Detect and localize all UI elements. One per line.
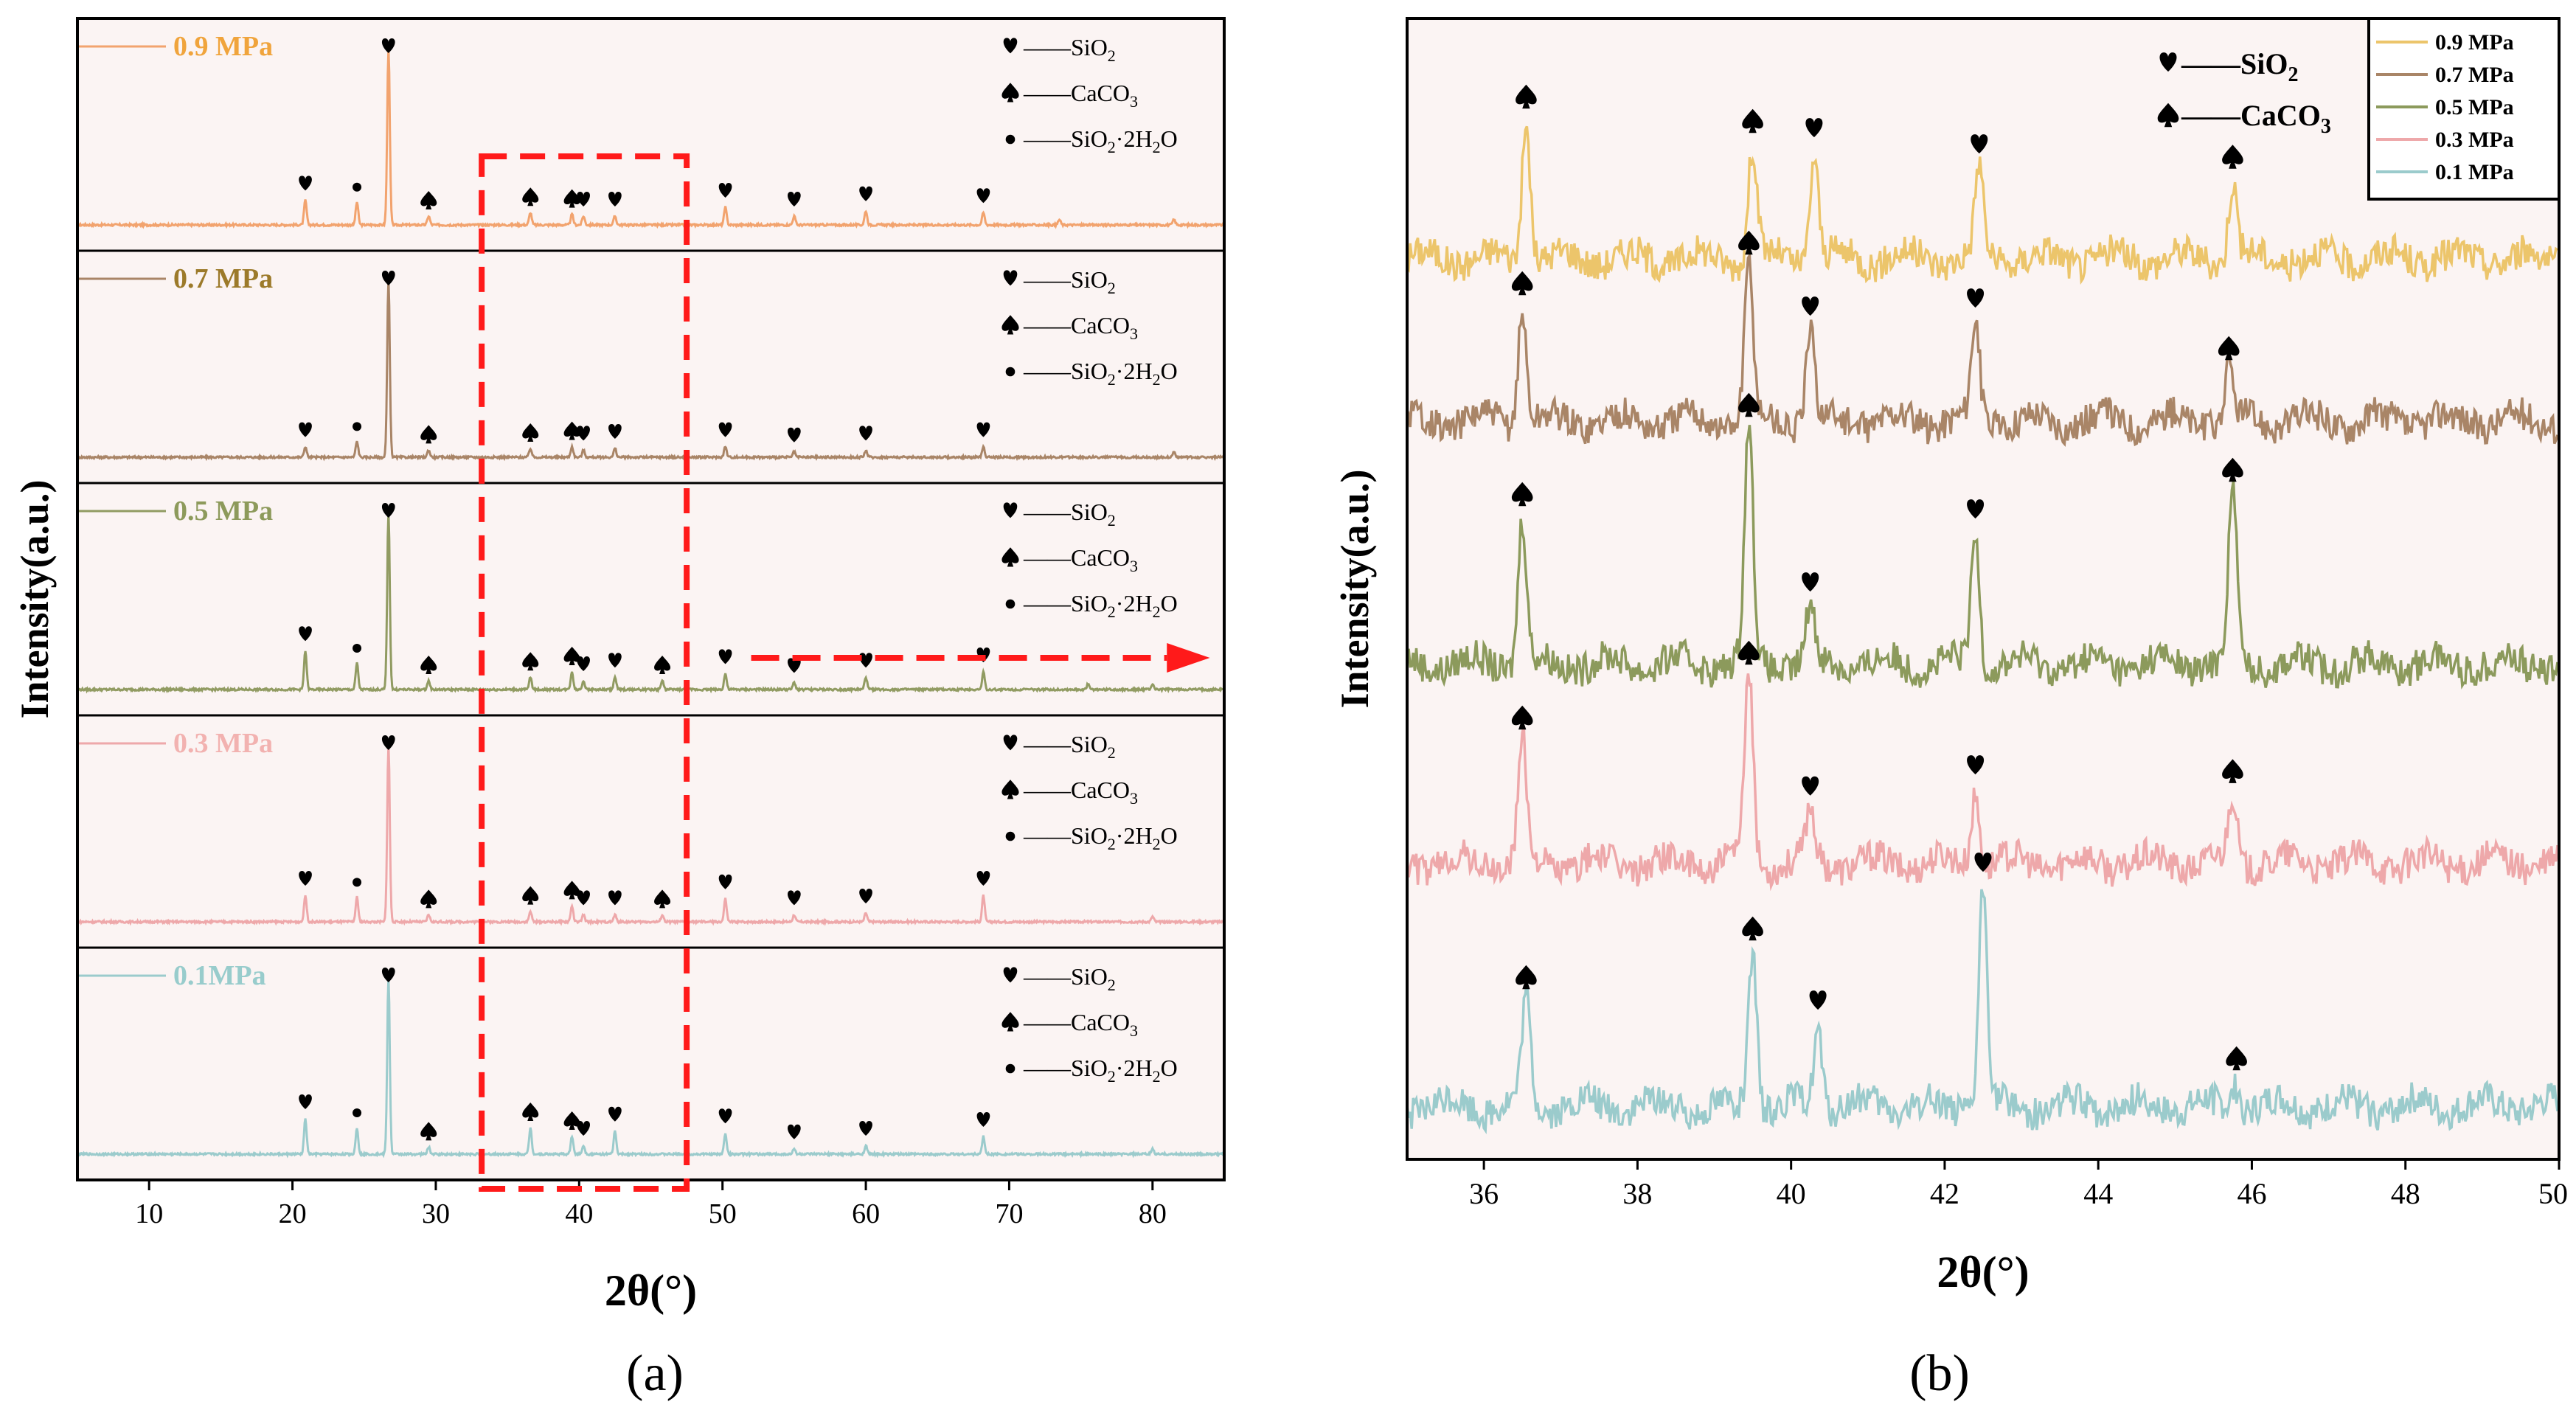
legend-entry: 0.7 MPa	[2435, 63, 2514, 87]
panel-b: 36 38 40 42 44 46 48 50 2θ(°) Intensity(a.u.) ——Si…	[1333, 17, 2568, 1296]
highlight-box	[479, 153, 690, 1192]
zoom-series-0.1-MPa	[1406, 853, 2559, 1135]
spectrum-line	[77, 49, 1226, 229]
dot-icon	[353, 644, 362, 653]
dot-icon	[353, 1108, 362, 1117]
legend-entry: ——CaCO3	[1023, 544, 1138, 575]
phase-legend-entry: ——CaCO3	[2181, 99, 2331, 138]
series-0.1MPa: 0.1MPa ——SiO2 ——CaCO3 ——SiO2·2H2O	[77, 960, 1225, 1159]
zoom-series-0.7-MPa	[1406, 230, 2559, 447]
legend-entry: ——SiO2	[1023, 963, 1116, 994]
zoom-spectrum-line	[1406, 251, 2559, 447]
legend-entry: 0.5 MPa	[2435, 95, 2514, 119]
series-legend-box	[2367, 17, 2561, 201]
spectrum-line	[76, 279, 1225, 462]
x-tick-label: 44	[2083, 1177, 2113, 1210]
dot-icon	[1005, 367, 1016, 377]
dot-icon	[353, 878, 362, 887]
x-tick-label: 42	[1930, 1177, 1959, 1210]
plot-frame-a	[76, 17, 1226, 1181]
legend-entry: 0.9 MPa	[2435, 30, 2514, 55]
spectrum-line	[77, 744, 1225, 926]
zoom-series-0.5-MPa	[1406, 392, 2559, 690]
zoom-series-0.9-MPa	[1406, 84, 2558, 285]
series-label: 0.7 MPa	[173, 263, 273, 294]
x-tick-label: 40	[1777, 1177, 1806, 1210]
phase-legend: ——SiO2 ——CaCO3 ——SiO2·2H2O	[1001, 34, 1178, 156]
legend-entry: ——SiO2·2H2O	[1023, 358, 1178, 389]
plot-area-b	[1407, 18, 2559, 1159]
x-tick-label: 30	[422, 1198, 450, 1229]
panel-b-caption: (b)	[1909, 1345, 1970, 1402]
legend-entry: ——CaCO3	[1023, 312, 1138, 343]
spectrum-line	[76, 511, 1226, 694]
legend-entry: 0.3 MPa	[2435, 128, 2514, 152]
legend-entry: ——SiO2	[1023, 266, 1116, 297]
series-0.3-MPa: 0.3 MPa ——SiO2 ——CaCO3 ——SiO2·2H2O	[77, 728, 1225, 926]
legend-entry: 0.1 MPa	[2435, 160, 2514, 184]
dot-icon	[1005, 134, 1016, 145]
x-tick-label: 70	[995, 1198, 1023, 1229]
series-0.9-MPa: 0.9 MPa ——SiO2 ——CaCO3 ——SiO2·2H2O	[77, 31, 1226, 229]
legend-entry: ——SiO2	[1023, 34, 1116, 65]
x-tick-label: 38	[1622, 1177, 1652, 1210]
panel-a-caption: (a)	[626, 1345, 684, 1402]
dot-icon	[1005, 1063, 1016, 1074]
x-axis-label: 2θ(°)	[1937, 1248, 2029, 1296]
phase-legend-entry: ——SiO2	[2181, 47, 2298, 86]
plot-area-a	[77, 18, 1224, 1180]
legend-entry: ——CaCO3	[1023, 1009, 1138, 1040]
series-label: 0.5 MPa	[173, 496, 273, 527]
dot-icon	[353, 422, 362, 431]
arrow-right-icon	[1167, 643, 1210, 673]
dot-icon	[1005, 831, 1016, 841]
zoom-spectrum-line	[1406, 889, 2559, 1135]
series-0.5-MPa: 0.5 MPa ——SiO2 ——CaCO3 ——SiO2·2H2O	[76, 496, 1226, 694]
phase-legend: ——SiO2 ——CaCO3 ——SiO2·2H2O	[1001, 963, 1178, 1086]
zoom-spectrum-line	[1406, 125, 2558, 285]
x-tick-label: 36	[1469, 1177, 1499, 1210]
legend-entry: ——SiO2·2H2O	[1023, 590, 1178, 621]
zoom-spectrum-line	[1406, 425, 2559, 690]
series-label: 0.3 MPa	[173, 728, 273, 759]
phase-legend: ——SiO2 ——CaCO3 ——SiO2·2H2O	[1001, 731, 1178, 853]
x-tick-label: 40	[565, 1198, 593, 1229]
phase-legend: ——SiO2 ——CaCO3 ——SiO2·2H2O	[1001, 499, 1178, 621]
x-tick-label: 80	[1139, 1198, 1167, 1229]
x-tick-label: 20	[279, 1198, 307, 1229]
panel-a: 0.9 MPa ——SiO2 ——CaCO3 ——SiO2·2H2O 0.7 MPa ——…	[13, 17, 1226, 1315]
x-tick-label: 50	[2538, 1177, 2568, 1210]
legend-entry: ——SiO2·2H2O	[1023, 822, 1178, 853]
spectrum-line	[77, 976, 1225, 1159]
series-label: 0.1MPa	[173, 960, 266, 991]
dot-icon	[353, 182, 362, 192]
phase-legend: ——SiO2 ——CaCO3 ——SiO2·2H2O	[1001, 266, 1178, 389]
y-axis-label: Intensity(a.u.)	[1333, 469, 1377, 708]
x-tick-label: 48	[2391, 1177, 2420, 1210]
x-tick-label: 50	[709, 1198, 737, 1229]
legend-entry: ——SiO2·2H2O	[1023, 125, 1178, 156]
x-tick-label: 10	[135, 1198, 163, 1229]
x-tick-label: 46	[2237, 1177, 2266, 1210]
legend-entry: ——SiO2·2H2O	[1023, 1055, 1178, 1086]
x-tick-label: 60	[852, 1198, 880, 1229]
legend-entry: ——CaCO3	[1023, 777, 1138, 808]
x-axis-label: 2θ(°)	[605, 1266, 697, 1315]
y-axis-label: Intensity(a.u.)	[13, 479, 57, 718]
legend-entry: ——SiO2	[1023, 731, 1116, 762]
legend-entry: ——SiO2	[1023, 499, 1116, 530]
legend-entry: ——CaCO3	[1023, 80, 1138, 111]
series-0.7-MPa: 0.7 MPa ——SiO2 ——CaCO3 ——SiO2·2H2O	[76, 263, 1225, 462]
series-label: 0.9 MPa	[173, 31, 273, 62]
dot-icon	[1005, 599, 1016, 609]
plot-frame-b	[1406, 17, 2561, 1161]
